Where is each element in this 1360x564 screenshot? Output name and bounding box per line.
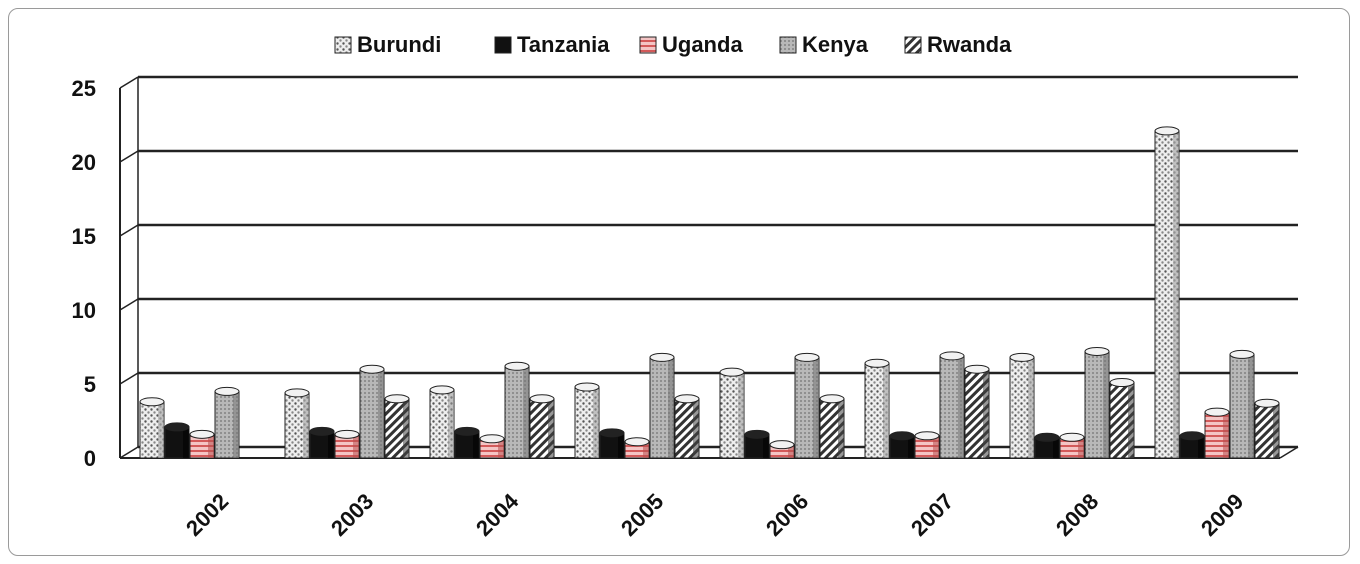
legend-swatch xyxy=(334,36,352,54)
legend-item-burundi: Burundi xyxy=(334,32,441,57)
gridline-edge xyxy=(119,76,139,89)
legend: Burundi Tanzania Uganda Kenya Rwanda xyxy=(334,32,1012,57)
bar-burundi-2004 xyxy=(429,385,455,459)
legend-label: Burundi xyxy=(357,32,441,57)
legend-swatch xyxy=(494,36,512,54)
legend-item-tanzania: Tanzania xyxy=(494,32,610,57)
bar-burundi-2006 xyxy=(719,367,745,459)
legend-swatch xyxy=(904,36,922,54)
bar-kenya-2003 xyxy=(359,364,385,459)
bar-tanzania-2002 xyxy=(164,422,190,459)
legend-swatch xyxy=(639,36,657,54)
bar-uganda-2009 xyxy=(1204,407,1230,459)
gridline-edge xyxy=(119,298,139,311)
bars xyxy=(139,126,1280,459)
bar-kenya-2009 xyxy=(1229,349,1255,459)
x-tick-label: 2008 xyxy=(1051,489,1103,541)
x-tick-label: 2009 xyxy=(1196,489,1248,541)
bar-uganda-2006 xyxy=(769,440,795,459)
bar-burundi-2003 xyxy=(284,388,310,459)
bar-rwanda-2004 xyxy=(529,394,555,459)
x-tick-label: 2007 xyxy=(906,489,958,541)
bar-uganda-2004 xyxy=(479,434,505,459)
bar-tanzania-2007 xyxy=(889,431,915,459)
y-tick-label: 25 xyxy=(72,76,96,101)
bar-rwanda-2008 xyxy=(1109,378,1135,459)
bar-tanzania-2005 xyxy=(599,428,625,459)
bar-kenya-2004 xyxy=(504,361,530,459)
bar-tanzania-2004 xyxy=(454,426,480,459)
y-tick-label: 0 xyxy=(84,446,96,471)
gridline-edge xyxy=(119,150,139,163)
bar-tanzania-2008 xyxy=(1034,432,1060,459)
legend-label: Tanzania xyxy=(517,32,610,57)
legend-label: Kenya xyxy=(802,32,869,57)
gridline-edge xyxy=(119,372,139,385)
legend-swatch xyxy=(779,36,797,54)
tick-labels: 0 5 10 15 20 25 2002 2003 2004 2005 2006 2007 2008 20… xyxy=(72,76,1249,541)
bar-kenya-2002 xyxy=(214,386,240,459)
legend-item-uganda: Uganda xyxy=(639,32,743,57)
legend-item-rwanda: Rwanda xyxy=(904,32,1012,57)
bar-kenya-2008 xyxy=(1084,346,1110,459)
y-tick-label: 20 xyxy=(72,150,96,175)
chart-frame xyxy=(8,8,1350,556)
bar-rwanda-2005 xyxy=(674,394,700,459)
bar-burundi-2005 xyxy=(574,382,600,459)
y-tick-label: 15 xyxy=(72,224,96,249)
x-tick-label: 2005 xyxy=(616,489,668,541)
gridline-edge xyxy=(119,446,139,459)
bar-uganda-2003 xyxy=(334,429,360,459)
bar-kenya-2007 xyxy=(939,351,965,459)
bar-tanzania-2003 xyxy=(309,426,335,459)
bar-uganda-2005 xyxy=(624,437,650,459)
legend-item-kenya: Kenya xyxy=(779,32,869,57)
x-tick-label: 2004 xyxy=(471,488,524,541)
bar-tanzania-2009 xyxy=(1179,431,1205,459)
y-tick-label: 10 xyxy=(72,298,96,323)
bar-burundi-2009 xyxy=(1154,126,1180,459)
bar-rwanda-2003 xyxy=(384,394,410,459)
bar-kenya-2006 xyxy=(794,352,820,459)
bar-burundi-2002 xyxy=(139,397,165,459)
x-tick-label: 2003 xyxy=(326,489,378,541)
bar-rwanda-2006 xyxy=(819,394,845,459)
bar-burundi-2007 xyxy=(864,358,890,459)
bar-kenya-2005 xyxy=(649,352,675,459)
y-tick-label: 5 xyxy=(84,372,96,397)
x-tick-label: 2006 xyxy=(761,489,813,541)
legend-label: Uganda xyxy=(662,32,743,57)
bar-tanzania-2006 xyxy=(744,429,770,459)
gridline-edge xyxy=(119,224,139,237)
bar-uganda-2007 xyxy=(914,431,940,459)
bar-uganda-2002 xyxy=(189,429,215,459)
x-axis-edge xyxy=(1279,446,1299,459)
bar-rwanda-2007 xyxy=(964,364,990,459)
bar-rwanda-2009 xyxy=(1254,398,1280,459)
bar-uganda-2008 xyxy=(1059,432,1085,459)
bar-burundi-2008 xyxy=(1009,352,1035,459)
legend-label: Rwanda xyxy=(927,32,1012,57)
x-tick-label: 2002 xyxy=(181,489,233,541)
